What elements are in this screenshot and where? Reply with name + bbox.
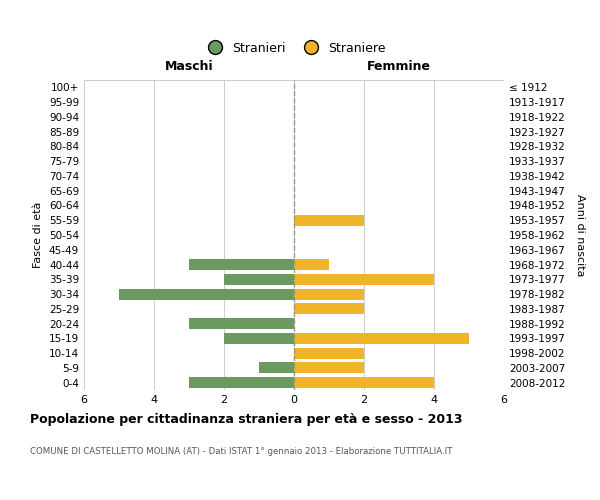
- Bar: [294, 333, 469, 344]
- Bar: [259, 362, 294, 374]
- Text: COMUNE DI CASTELLETTO MOLINA (AT) - Dati ISTAT 1° gennaio 2013 - Elaborazione TU: COMUNE DI CASTELLETTO MOLINA (AT) - Dati…: [30, 448, 452, 456]
- Bar: [294, 362, 364, 374]
- Bar: [294, 348, 364, 358]
- Bar: [189, 377, 294, 388]
- Y-axis label: Anni di nascita: Anni di nascita: [575, 194, 585, 276]
- Text: Popolazione per cittadinanza straniera per età e sesso - 2013: Popolazione per cittadinanza straniera p…: [30, 412, 463, 426]
- Bar: [189, 318, 294, 329]
- Bar: [294, 259, 329, 270]
- Bar: [294, 214, 364, 226]
- Bar: [189, 259, 294, 270]
- Bar: [224, 274, 294, 285]
- Text: Femmine: Femmine: [367, 60, 431, 72]
- Legend: Stranieri, Straniere: Stranieri, Straniere: [197, 36, 391, 60]
- Bar: [119, 288, 294, 300]
- Text: Maschi: Maschi: [164, 60, 214, 72]
- Bar: [294, 377, 434, 388]
- Y-axis label: Fasce di età: Fasce di età: [34, 202, 43, 268]
- Bar: [294, 304, 364, 314]
- Bar: [294, 288, 364, 300]
- Bar: [294, 274, 434, 285]
- Bar: [224, 333, 294, 344]
